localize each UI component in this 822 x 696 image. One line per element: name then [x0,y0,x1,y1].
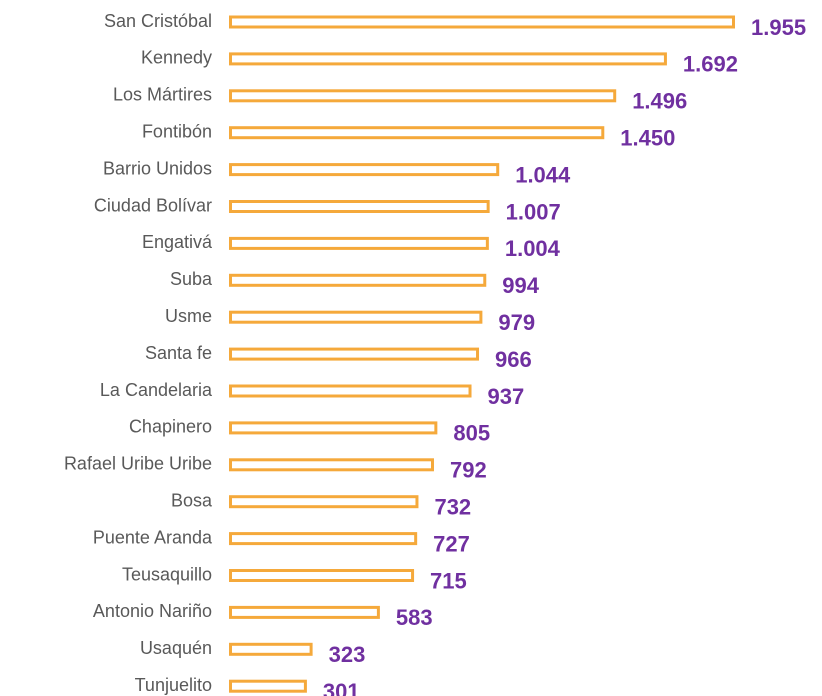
bar [229,310,483,324]
bar [229,347,480,361]
category-label: Antonio Nariño [93,601,212,621]
bar [229,532,418,546]
category-label: Puente Aranda [93,527,213,547]
value-label: 1.044 [515,162,571,187]
bar [229,126,605,140]
value-label: 792 [450,458,487,483]
bar [229,163,500,177]
bar [229,569,415,582]
category-label: Ciudad Bolívar [94,195,212,215]
value-label: 323 [329,642,366,667]
bar [229,605,380,619]
value-label: 1.450 [620,126,675,151]
category-label: Teusaquillo [122,564,212,584]
value-label: 715 [430,568,467,593]
bar [229,642,313,656]
value-label: 1.955 [751,15,806,40]
category-label: Rafael Uribe Uribe [64,454,212,474]
category-label: Chapinero [129,417,212,437]
value-label: 966 [495,347,532,372]
value-label: 583 [396,605,433,630]
bar [229,15,735,29]
value-label: 1.004 [505,236,561,261]
value-label: 937 [488,384,525,409]
category-label: Bosa [171,490,213,510]
bar [229,679,307,693]
bar [229,458,434,472]
value-label: 805 [453,421,490,446]
bar [229,384,472,398]
category-label: Usme [165,306,212,326]
category-label: Fontibón [142,121,212,141]
category-label: Engativá [142,232,213,252]
category-label: Los Mártires [113,85,212,105]
value-label: 979 [498,310,535,335]
category-label: La Candelaria [100,380,213,400]
bar [229,421,438,435]
bar [229,52,667,66]
value-label: 727 [433,531,470,556]
category-label: Usaquén [140,638,212,658]
value-label: 301 [323,679,360,696]
value-label: 1.692 [683,52,738,77]
category-label: Kennedy [141,48,212,68]
category-label: San Cristóbal [104,11,212,31]
category-label: Suba [170,269,213,289]
bar [229,273,487,287]
value-label: 994 [502,273,539,298]
bar [229,200,490,213]
value-label: 1.496 [632,89,687,114]
category-label: Tunjuelito [135,675,212,695]
value-label: 1.007 [506,199,561,224]
category-label: Barrio Unidos [103,158,212,178]
bar [229,89,617,103]
category-label: Santa fe [145,343,212,363]
bar [229,495,419,509]
value-label: 732 [434,495,471,520]
bar [229,236,489,250]
